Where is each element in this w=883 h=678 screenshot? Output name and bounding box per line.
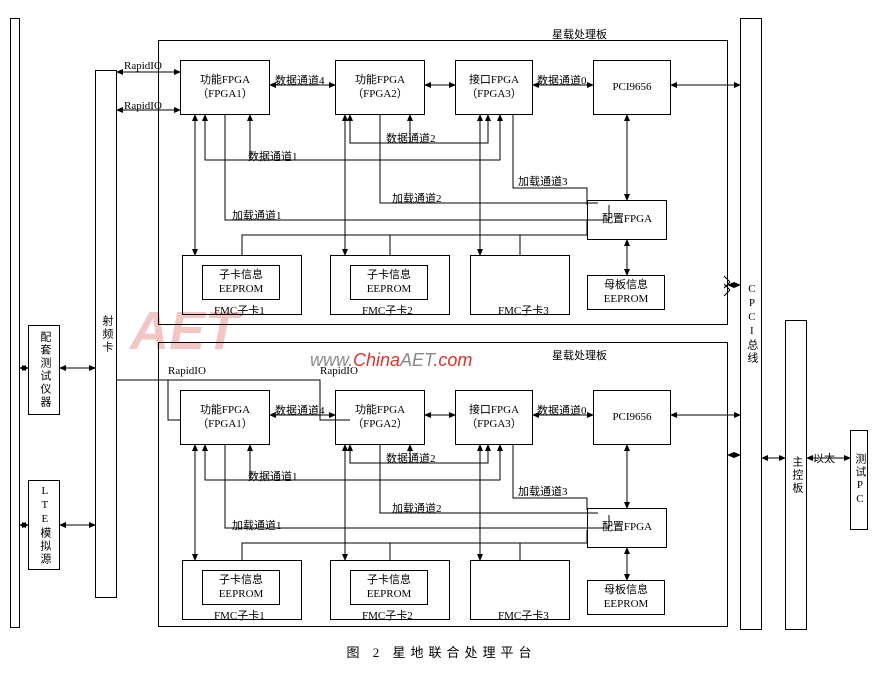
connectors <box>10 10 873 668</box>
